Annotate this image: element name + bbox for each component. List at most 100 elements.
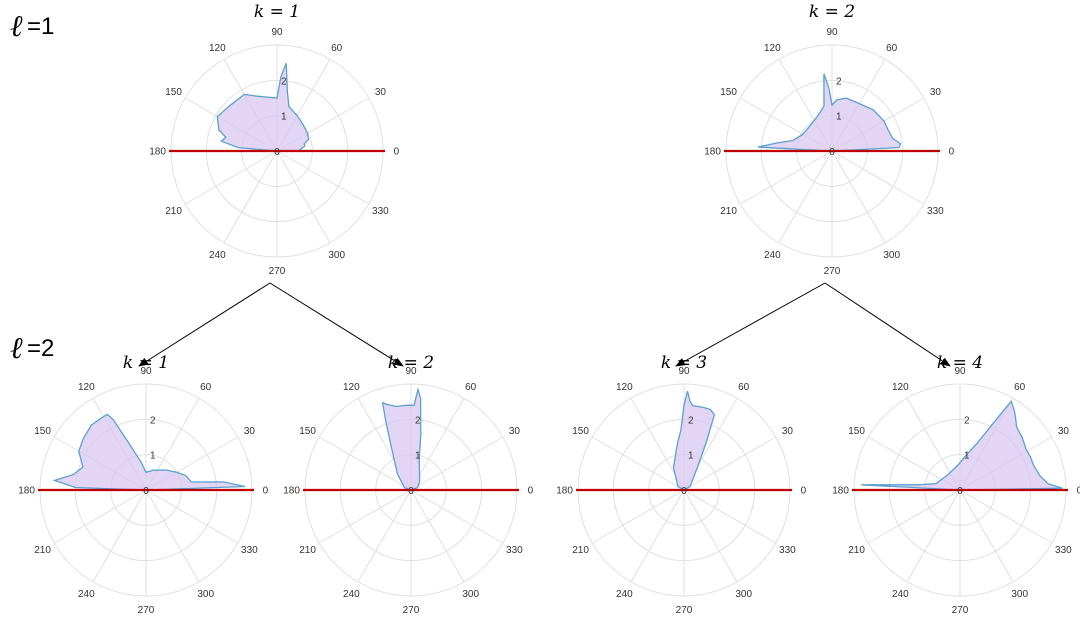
angle-tick-label: 0 <box>394 147 400 158</box>
angle-tick-label: 300 <box>197 589 214 600</box>
angle-tick-label: 330 <box>927 206 944 217</box>
angle-tick-label: 0 <box>528 486 534 497</box>
radial-tick-label: 0 <box>274 147 280 158</box>
series-line <box>216 62 310 152</box>
angle-tick-label: 300 <box>462 589 479 600</box>
radial-tick-label: 2 <box>281 76 287 87</box>
angle-tick-label: 60 <box>738 382 750 393</box>
chart-title: k = 4 <box>937 353 983 373</box>
angle-tick-label: 150 <box>165 87 182 98</box>
angle-tick-label: 120 <box>892 382 909 393</box>
grid-spoke <box>683 489 738 583</box>
radial-tick-label: 1 <box>964 451 970 462</box>
series-area <box>757 73 901 151</box>
grid-spoke <box>410 489 465 583</box>
angle-tick-label: 270 <box>824 266 841 277</box>
angle-tick-label: 60 <box>465 382 477 393</box>
angle-tick-label: 330 <box>506 545 523 556</box>
angle-tick-label: 180 <box>556 486 573 497</box>
series-line <box>52 413 246 491</box>
angle-tick-label: 90 <box>271 27 283 38</box>
grid-spoke <box>630 489 685 583</box>
angle-tick-label: 120 <box>616 382 633 393</box>
angle-tick-label: 300 <box>328 250 345 261</box>
angle-tick-label: 300 <box>883 250 900 261</box>
angle-tick-label: 90 <box>678 366 690 377</box>
angle-tick-label: 120 <box>343 382 360 393</box>
grid-spoke <box>184 150 278 205</box>
radial-tick-label: 1 <box>688 451 694 462</box>
angle-tick-label: 90 <box>826 27 838 38</box>
level-symbol: ℓ <box>10 9 23 44</box>
grid-spoke <box>145 489 239 544</box>
angle-tick-label: 90 <box>140 366 152 377</box>
grid-spoke <box>276 150 370 205</box>
polar-chart-6: 0 30 60 90 120 150 180 210 240 270 300 330 0 1 2 k = 4 <box>832 353 1080 616</box>
grid-spoke <box>739 150 833 205</box>
angle-tick-label: 300 <box>735 589 752 600</box>
radial-tick-label: 1 <box>150 451 156 462</box>
polar-chart-2: 0 30 60 90 120 150 180 210 240 270 300 330 0 1 2 k = 2 <box>704 2 954 277</box>
grid-spoke <box>959 489 1053 544</box>
series-line <box>861 399 1063 491</box>
arrow-right-2 <box>824 282 951 367</box>
radial-tick-label: 0 <box>957 486 963 497</box>
level-value: =2 <box>27 335 54 362</box>
series-line <box>381 387 422 491</box>
radial-tick-label: 2 <box>836 76 842 87</box>
angle-tick-label: 240 <box>764 250 781 261</box>
series-line <box>757 73 902 152</box>
series-area <box>673 391 715 490</box>
angle-tick-label: 60 <box>200 382 212 393</box>
series-area <box>861 401 1063 490</box>
angle-tick-label: 330 <box>241 545 258 556</box>
angle-tick-label: 210 <box>299 545 316 556</box>
grid-spoke <box>53 489 147 544</box>
angle-tick-label: 210 <box>165 206 182 217</box>
radial-tick-label: 1 <box>415 451 421 462</box>
angle-tick-label: 240 <box>892 589 909 600</box>
angle-tick-label: 90 <box>954 366 966 377</box>
polar-chart-1: 0 30 60 90 120 150 180 210 240 270 300 330 0 1 2 k = 1 <box>149 2 399 277</box>
level-label-2: ℓ =2 <box>10 331 54 366</box>
angle-tick-label: 120 <box>764 43 781 54</box>
grid-spoke <box>831 150 886 244</box>
level-value: =1 <box>27 13 54 40</box>
chart-title: k = 1 <box>123 353 169 373</box>
angle-tick-label: 270 <box>138 605 155 616</box>
grid-spoke <box>223 150 278 244</box>
angle-tick-label: 330 <box>1055 545 1072 556</box>
angle-tick-label: 60 <box>1014 382 1026 393</box>
angle-tick-label: 180 <box>283 486 300 497</box>
angle-tick-label: 180 <box>18 486 35 497</box>
angle-tick-label: 240 <box>78 589 95 600</box>
series-area <box>382 389 421 490</box>
chart-title: k = 2 <box>809 2 855 22</box>
angle-tick-label: 240 <box>209 250 226 261</box>
angle-tick-label: 210 <box>572 545 589 556</box>
angle-tick-label: 210 <box>848 545 865 556</box>
arrow-right-1 <box>269 282 404 367</box>
tree-arrows <box>138 282 951 367</box>
angle-tick-label: 0 <box>1077 486 1080 497</box>
angle-tick-label: 120 <box>78 382 95 393</box>
arrow-left-1 <box>138 282 271 367</box>
angle-tick-label: 180 <box>704 147 721 158</box>
grid-spoke <box>92 489 147 583</box>
grid-spoke <box>959 489 1014 583</box>
angle-tick-label: 180 <box>832 486 849 497</box>
angle-tick-label: 30 <box>1058 426 1070 437</box>
grid-spoke <box>831 150 925 205</box>
radial-tick-label: 1 <box>836 112 842 123</box>
angle-tick-label: 240 <box>343 589 360 600</box>
radial-tick-label: 2 <box>415 415 421 426</box>
grid-spoke <box>683 489 777 544</box>
angle-tick-label: 30 <box>509 426 521 437</box>
angle-tick-label: 210 <box>720 206 737 217</box>
grid-spoke <box>778 150 833 244</box>
chart-title: k = 2 <box>388 353 434 373</box>
series-area <box>54 414 245 490</box>
polar-chart-5: 0 30 60 90 120 150 180 210 240 270 300 330 0 1 2 k = 3 <box>556 353 806 616</box>
